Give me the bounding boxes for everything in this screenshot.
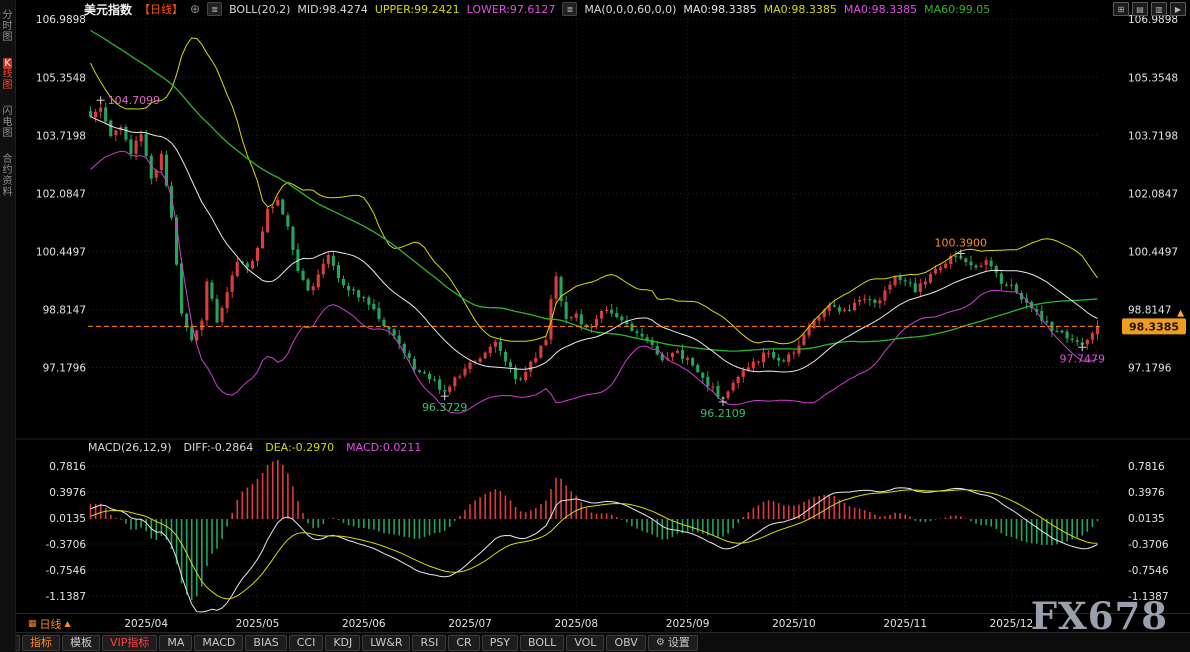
svg-text:98.8147: 98.8147 xyxy=(43,305,86,317)
period-label[interactable]: 【日线】 xyxy=(139,1,183,17)
layout-toolbar: ⊞▤▥▶ xyxy=(1113,2,1190,16)
tab-PSY[interactable]: PSY xyxy=(482,635,518,651)
indicator-tabbar: ⊞ 指标模板VIP指标MAMACDBIASCCIKDJLW&RRSICRPSYB… xyxy=(0,632,1190,652)
annotations: 104.7099 100.3900 96.3729 96.2109 97.7479 xyxy=(97,94,1105,420)
indicator-lines xyxy=(91,31,1098,613)
sidebar-item-0[interactable]: 分时图 xyxy=(0,10,15,43)
svg-text:102.0847: 102.0847 xyxy=(1128,188,1178,200)
layout-grid-icon[interactable]: ⊞ xyxy=(1113,2,1129,16)
svg-text:-1.1387: -1.1387 xyxy=(45,591,86,603)
svg-text:0.7816: 0.7816 xyxy=(49,461,86,473)
tab-RSI[interactable]: RSI xyxy=(412,635,446,651)
ma-value-1: MA0:98.3385 xyxy=(764,3,837,16)
tab-CCI[interactable]: CCI xyxy=(289,635,324,651)
svg-text:-0.7546: -0.7546 xyxy=(1128,565,1169,577)
svg-text:100.3900: 100.3900 xyxy=(935,237,988,250)
xaxis-row: ▦ 日线 ▲ xyxy=(16,613,1190,633)
macd-label: MACD(26,12,9) xyxy=(88,441,172,454)
svg-text:100.4497: 100.4497 xyxy=(1128,246,1178,258)
sidebar-item-2[interactable]: 闪电图 xyxy=(0,106,15,139)
kline-icon: ▦ xyxy=(28,619,37,629)
tab-BIAS[interactable]: BIAS xyxy=(245,635,286,651)
layout-columns-icon[interactable]: ▥ xyxy=(1151,2,1167,16)
tab-MA[interactable]: MA xyxy=(159,635,192,651)
macd-header: MACD(26,12,9) DIFF:-0.2864 DEA:-0.2970 M… xyxy=(88,441,421,454)
boll-mid-value: MID:98.4274 xyxy=(297,3,367,16)
svg-text:104.7099: 104.7099 xyxy=(108,94,161,107)
sidebar: 分时图 K线图闪电图合约资料 xyxy=(0,0,16,651)
period-tab-daily[interactable]: ▦ 日线 ▲ xyxy=(28,616,71,632)
boll-upper-value: UPPER:99.2421 xyxy=(375,3,460,16)
tab-VIP指标[interactable]: VIP指标 xyxy=(102,635,157,651)
svg-text:0.3976: 0.3976 xyxy=(49,487,86,499)
svg-text:0.0135: 0.0135 xyxy=(1128,513,1165,525)
svg-text:102.0847: 102.0847 xyxy=(36,188,86,200)
svg-text:97.1796: 97.1796 xyxy=(43,363,87,375)
tab-设置[interactable]: ⚙设置 xyxy=(648,635,698,651)
svg-text:0.7816: 0.7816 xyxy=(1128,461,1165,473)
ma-values: MA0:98.3385 MA0:98.3385 MA0:98.3385 MA60:99… xyxy=(683,3,990,16)
boll-lower-value: LOWER:97.6127 xyxy=(467,3,556,16)
svg-text:97.7479: 97.7479 xyxy=(1060,352,1106,365)
ma-value-3: MA60:99.05 xyxy=(924,3,990,16)
tab-CR[interactable]: CR xyxy=(448,635,479,651)
svg-text:-0.7546: -0.7546 xyxy=(45,565,86,577)
tab-指标[interactable]: 指标 xyxy=(22,635,60,651)
tab-MACD[interactable]: MACD xyxy=(194,635,243,651)
layout-rows-icon[interactable]: ▤ xyxy=(1132,2,1148,16)
svg-text:97.1796: 97.1796 xyxy=(1128,363,1172,375)
svg-text:98.3385: 98.3385 xyxy=(1129,320,1179,333)
tab-LW&R[interactable]: LW&R xyxy=(362,635,410,651)
chevron-up-icon: ▲ xyxy=(65,619,71,628)
boll-label: BOLL(20,2) xyxy=(229,3,290,16)
header-bar: 美元指数 【日线】 ⊕ ≣ BOLL(20,2) MID:98.4274 UPP… xyxy=(16,0,1190,18)
tab-BOLL[interactable]: BOLL xyxy=(520,635,564,651)
tab-VOL[interactable]: VOL xyxy=(566,635,604,651)
svg-text:0.0135: 0.0135 xyxy=(49,513,86,525)
chart-app: 分时图 K线图闪电图合约资料 美元指数 【日线】 ⊕ ≣ BOLL(20,2) M… xyxy=(0,0,1190,651)
macd-diff-value: DIFF:-0.2864 xyxy=(184,441,254,454)
sidebar-item-1[interactable]: K线图 xyxy=(0,58,15,91)
svg-text:96.3729: 96.3729 xyxy=(422,401,468,414)
svg-text:103.7198: 103.7198 xyxy=(36,130,86,142)
tab-OBV[interactable]: OBV xyxy=(606,635,645,651)
symbol-title: 美元指数 xyxy=(84,1,132,18)
svg-text:105.3548: 105.3548 xyxy=(1128,72,1178,84)
boll-indicator-icon[interactable]: ≣ xyxy=(207,2,222,16)
svg-text:-0.3706: -0.3706 xyxy=(45,539,86,551)
ma-label: MA(0,0,0,60,0,0) xyxy=(584,3,676,16)
period-tab-label: 日线 xyxy=(40,616,62,632)
svg-text:100.4497: 100.4497 xyxy=(36,246,86,258)
svg-text:105.3548: 105.3548 xyxy=(36,72,86,84)
watermark: FX678 xyxy=(1031,594,1168,638)
svg-text:0.3976: 0.3976 xyxy=(1128,487,1165,499)
tab-KDJ[interactable]: KDJ xyxy=(325,635,360,651)
svg-text:103.7198: 103.7198 xyxy=(1128,130,1178,142)
settings-gear-icon: ⚙ xyxy=(656,636,665,650)
svg-text:-0.3706: -0.3706 xyxy=(1128,539,1169,551)
expand-icon[interactable]: ▶ xyxy=(1170,2,1186,16)
sidebar-item-3[interactable]: 合约资料 xyxy=(0,154,15,198)
price-chart[interactable]: 106.9898106.9898105.3548105.3548103.7198… xyxy=(0,0,1190,651)
ma-value-0: MA0:98.3385 xyxy=(683,3,756,16)
add-indicator-icon[interactable]: ⊕ xyxy=(190,2,200,16)
macd-dea-value: DEA:-0.2970 xyxy=(265,441,334,454)
ma-value-2: MA0:98.3385 xyxy=(844,3,917,16)
svg-text:96.2109: 96.2109 xyxy=(700,407,746,420)
ma-indicator-icon[interactable]: ≣ xyxy=(562,2,577,16)
svg-text:▲: ▲ xyxy=(1177,308,1184,318)
svg-text:98.8147: 98.8147 xyxy=(1128,305,1171,317)
macd-macd-value: MACD:0.0211 xyxy=(346,441,421,454)
tab-模板[interactable]: 模板 xyxy=(62,635,100,651)
